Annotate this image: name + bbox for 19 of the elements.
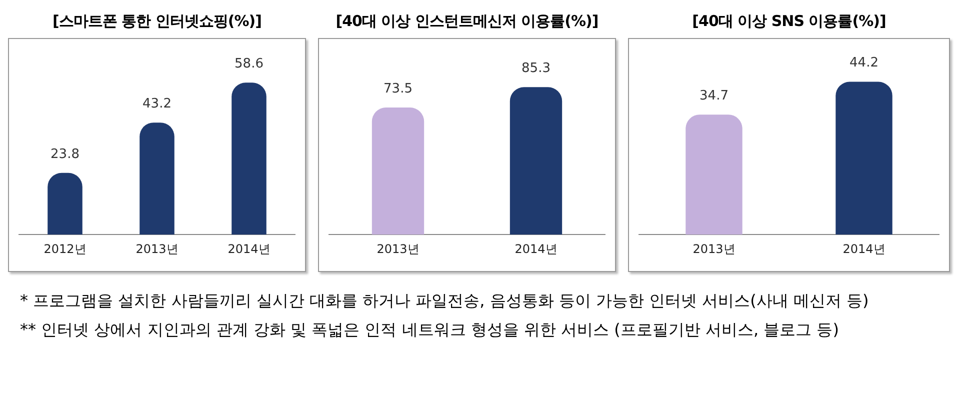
chart-title: [스마트폰 통한 인터넷쇼핑(%)]: [52, 11, 262, 32]
text: ** 인터넷 상에서 지인과의 관계 강화 및 폭넓은 인적 네트워크 형성을 위한 서비스 (프로필기반 서비스, 블로그 등): [20, 319, 840, 340]
x-tick-label: 2013년: [136, 242, 178, 256]
data-label: 43.2: [142, 96, 172, 112]
x-tick-label: 2013년: [376, 242, 420, 256]
x-tick-label: 2013년: [692, 242, 736, 256]
chart-title: [40대 이상 SNS 이용률(%)]: [692, 11, 886, 32]
x-tick-label: 2014년: [514, 242, 558, 256]
chart-title: [40대 이상 인스턴트메신저 이용률(%)]: [336, 11, 598, 32]
data-label: 73.5: [384, 81, 412, 96]
data-label: 44.2: [850, 56, 878, 71]
data-label: 23.8: [50, 146, 80, 162]
text: * 프로그램을 설치한 사람들끼리 실시간 대화를 하거나 파일전송, 음성통화 등이 가능한 인터넷 서비스(사내 메신저 등): [20, 290, 870, 311]
data-label: 85.3: [522, 61, 550, 76]
data-label: 34.7: [700, 88, 728, 104]
x-tick-label: 2012년: [44, 242, 86, 256]
data-label: 58.6: [234, 56, 264, 72]
x-tick-label: 2014년: [842, 242, 886, 256]
x-tick-label: 2014년: [228, 242, 270, 256]
